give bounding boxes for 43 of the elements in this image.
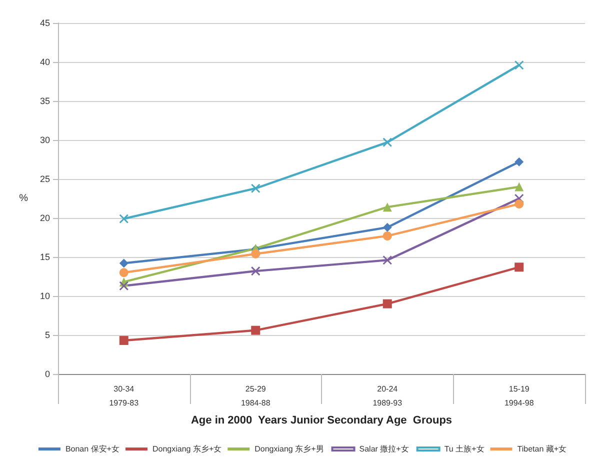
point xyxy=(382,138,392,148)
x-tick-label: 20-24 1989-93 xyxy=(372,384,403,408)
point xyxy=(251,249,260,258)
point xyxy=(514,60,524,70)
y-tick-label: 5 xyxy=(44,330,50,340)
legend-label: Tibetan 藏+女 xyxy=(517,444,567,454)
y-axis-title: % xyxy=(19,193,28,204)
x-axis-title: Age in 2000 Years Junior Secondary Age Groups xyxy=(190,414,452,426)
point xyxy=(119,268,128,278)
point xyxy=(382,202,392,212)
point xyxy=(119,214,129,224)
y-tick-label: 45 xyxy=(40,18,50,28)
point xyxy=(251,326,260,335)
y-tick-label: 0 xyxy=(44,369,50,379)
point xyxy=(514,182,524,192)
y-tick-label: 20 xyxy=(40,213,50,223)
point xyxy=(514,194,524,204)
y-tick-label: 15 xyxy=(40,252,50,262)
y-tick-label: 25 xyxy=(40,174,50,184)
legend-label: Tu 土族+女 xyxy=(444,444,484,454)
point xyxy=(382,299,392,308)
point xyxy=(250,266,260,276)
point xyxy=(119,258,128,268)
point xyxy=(119,281,129,291)
y-tick-label: 40 xyxy=(40,57,50,67)
point xyxy=(250,184,260,194)
point xyxy=(382,255,392,265)
legend-label: Dongxiang 东乡+男 xyxy=(254,444,324,454)
point xyxy=(514,262,524,272)
y-tick-label: 10 xyxy=(40,291,50,301)
x-tick-label: 25-29 1984-88 xyxy=(240,384,271,408)
point xyxy=(119,336,128,345)
point xyxy=(382,231,392,240)
legend-label: Dongxiang 东乡+女 xyxy=(152,444,222,454)
y-tick-label: 35 xyxy=(40,96,50,106)
legend-label: Bonan 保安+女 xyxy=(65,444,120,454)
y-tick-label: 30 xyxy=(40,135,50,145)
legend-label: Salar 撒拉+女 xyxy=(359,444,409,454)
x-tick-label: 30-34 1979-83 xyxy=(109,384,140,408)
point xyxy=(514,157,524,166)
point xyxy=(382,222,392,232)
x-tick-label: 15-19 1994-98 xyxy=(504,384,534,408)
point xyxy=(514,199,524,208)
